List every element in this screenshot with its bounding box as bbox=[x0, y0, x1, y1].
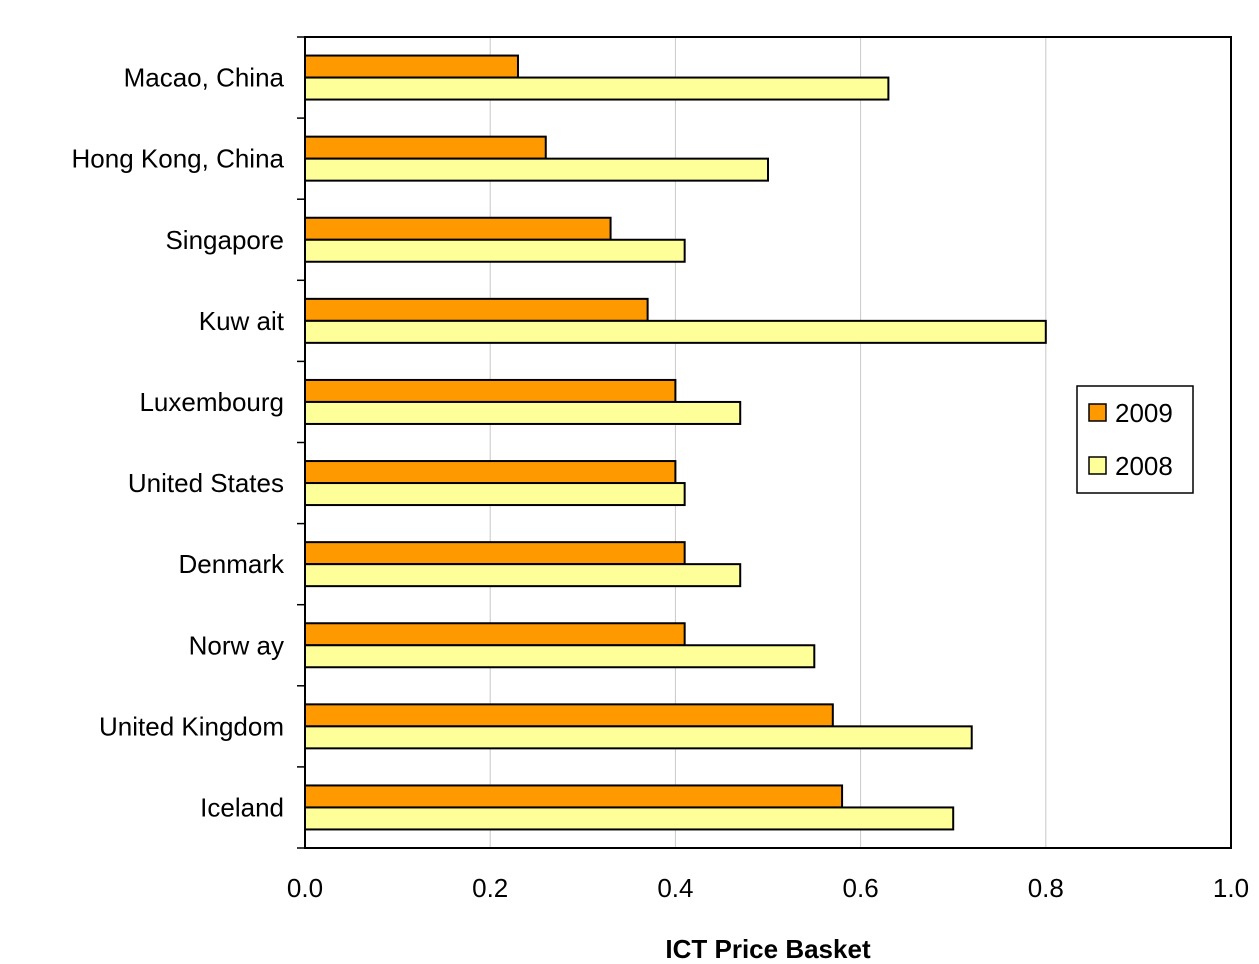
bar-2008 bbox=[304, 76, 890, 101]
bar-2009 bbox=[304, 135, 547, 160]
bar-2009 bbox=[304, 54, 519, 79]
bar-2008 bbox=[304, 563, 742, 588]
bar-2009 bbox=[304, 622, 686, 647]
category-label: Kuw ait bbox=[199, 306, 285, 336]
category-label: Iceland bbox=[200, 792, 284, 822]
category-label: Macao, China bbox=[124, 63, 285, 93]
category-label: Luxembourg bbox=[139, 387, 284, 417]
bar-2008 bbox=[304, 806, 955, 831]
bar-2008 bbox=[304, 644, 816, 669]
bar-2008 bbox=[304, 157, 769, 182]
bar-2009 bbox=[304, 378, 677, 403]
bar-2009 bbox=[304, 541, 686, 566]
x-tick-label: 0.6 bbox=[843, 873, 879, 903]
legend-label-2009: 2009 bbox=[1115, 398, 1173, 428]
bar-2008 bbox=[304, 238, 686, 263]
category-label: United Kingdom bbox=[99, 711, 284, 741]
category-label: Norw ay bbox=[189, 630, 284, 660]
category-label: Hong Kong, China bbox=[72, 144, 285, 174]
bar-2009 bbox=[304, 216, 612, 241]
bar-2008 bbox=[304, 400, 742, 425]
legend: 2009 2008 bbox=[1076, 385, 1194, 494]
bar-2008 bbox=[304, 482, 686, 507]
bar-2009 bbox=[304, 460, 677, 485]
category-label: United States bbox=[128, 468, 284, 498]
category-label: Singapore bbox=[165, 225, 284, 255]
legend-swatch-2008 bbox=[1088, 456, 1107, 475]
legend-swatch-2009 bbox=[1088, 403, 1107, 422]
x-tick-label: 0.4 bbox=[657, 873, 693, 903]
x-tick-label: 0.8 bbox=[1028, 873, 1064, 903]
y-axis: Macao, China Hong Kong, China Singapore Kuw… bbox=[72, 36, 305, 849]
bar-2009 bbox=[304, 703, 834, 728]
legend-label-2008: 2008 bbox=[1115, 451, 1173, 481]
x-tick-label: 1.0 bbox=[1213, 873, 1249, 903]
x-tick-label: 0.0 bbox=[287, 873, 323, 903]
bar-2009 bbox=[304, 297, 649, 322]
x-axis: 0.0 0.2 0.4 0.6 0.8 1.0 bbox=[287, 873, 1249, 903]
x-tick-label: 0.2 bbox=[472, 873, 508, 903]
category-label: Denmark bbox=[179, 549, 285, 579]
bar-2008 bbox=[304, 725, 973, 750]
bars bbox=[304, 54, 1047, 831]
bar-2008 bbox=[304, 319, 1047, 344]
x-axis-title: ICT Price Basket bbox=[665, 934, 871, 964]
bar-2009 bbox=[304, 784, 844, 809]
